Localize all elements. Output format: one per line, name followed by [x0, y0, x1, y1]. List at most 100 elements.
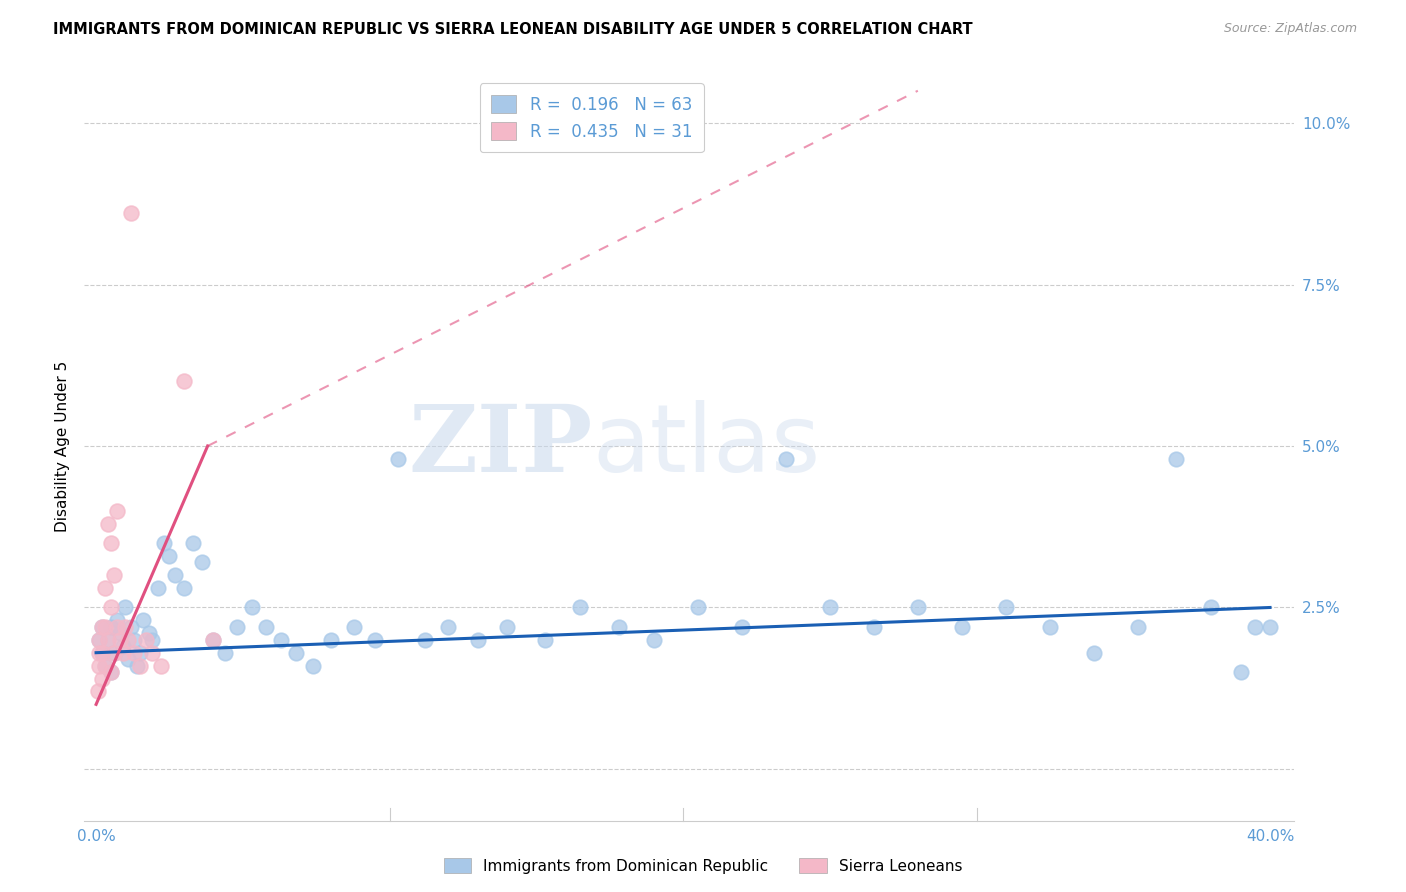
Point — [1258, 620, 1281, 634]
Point — [129, 646, 152, 660]
Point — [141, 646, 163, 660]
Point — [105, 620, 128, 634]
Text: atlas: atlas — [592, 400, 821, 492]
Legend: R =  0.196   N = 63, R =  0.435   N = 31: R = 0.196 N = 63, R = 0.435 N = 31 — [479, 84, 704, 153]
Point — [91, 672, 114, 686]
Point — [108, 626, 131, 640]
Point — [387, 451, 409, 466]
Point — [364, 632, 387, 647]
Point — [127, 658, 149, 673]
Point — [152, 536, 174, 550]
Point — [413, 632, 436, 647]
Point — [132, 614, 155, 628]
Point — [91, 620, 114, 634]
Point — [87, 632, 110, 647]
Point — [114, 600, 136, 615]
Point — [97, 632, 120, 647]
Point — [103, 646, 125, 660]
Point — [120, 620, 142, 634]
Point — [91, 620, 114, 634]
Point — [103, 646, 125, 660]
Point — [302, 658, 325, 673]
Point — [100, 620, 122, 634]
Point — [1126, 620, 1149, 634]
Point — [135, 632, 157, 647]
Point — [1201, 600, 1223, 615]
Y-axis label: Disability Age Under 5: Disability Age Under 5 — [55, 360, 70, 532]
Point — [226, 620, 249, 634]
Point — [1229, 665, 1251, 679]
Point — [94, 620, 117, 634]
Point — [165, 568, 187, 582]
Point — [129, 658, 152, 673]
Point — [100, 536, 122, 550]
Point — [607, 620, 630, 634]
Point — [105, 503, 128, 517]
Point — [86, 684, 108, 698]
Point — [643, 632, 665, 647]
Point — [114, 620, 136, 634]
Point — [343, 620, 366, 634]
Point — [87, 646, 110, 660]
Point — [240, 600, 263, 615]
Point — [105, 614, 128, 628]
Point — [181, 536, 204, 550]
Point — [731, 620, 754, 634]
Point — [138, 626, 160, 640]
Point — [284, 646, 307, 660]
Point — [190, 555, 212, 569]
Point — [122, 632, 145, 647]
Point — [467, 632, 489, 647]
Point — [91, 646, 114, 660]
Point — [994, 600, 1017, 615]
Point — [100, 600, 122, 615]
Point — [159, 549, 181, 563]
Legend: Immigrants from Dominican Republic, Sierra Leoneans: Immigrants from Dominican Republic, Sier… — [437, 852, 969, 880]
Point — [94, 658, 117, 673]
Point — [775, 451, 797, 466]
Point — [111, 639, 134, 653]
Point — [569, 600, 592, 615]
Point — [122, 646, 145, 660]
Point — [202, 632, 225, 647]
Point — [437, 620, 460, 634]
Point — [100, 665, 122, 679]
Point — [100, 665, 122, 679]
Point — [87, 658, 110, 673]
Point — [173, 581, 195, 595]
Point — [120, 206, 142, 220]
Point — [534, 632, 557, 647]
Point — [214, 646, 236, 660]
Point — [1083, 646, 1105, 660]
Point — [1039, 620, 1062, 634]
Point — [94, 581, 117, 595]
Point — [173, 375, 195, 389]
Point — [87, 632, 110, 647]
Point — [97, 632, 120, 647]
Point — [146, 581, 169, 595]
Point — [91, 646, 114, 660]
Point — [1166, 451, 1188, 466]
Text: Source: ZipAtlas.com: Source: ZipAtlas.com — [1223, 22, 1357, 36]
Point — [94, 658, 117, 673]
Point — [950, 620, 973, 634]
Point — [907, 600, 929, 615]
Point — [496, 620, 519, 634]
Point — [117, 652, 139, 666]
Text: ZIP: ZIP — [408, 401, 592, 491]
Point — [149, 658, 172, 673]
Point — [270, 632, 292, 647]
Text: IMMIGRANTS FROM DOMINICAN REPUBLIC VS SIERRA LEONEAN DISABILITY AGE UNDER 5 CORR: IMMIGRANTS FROM DOMINICAN REPUBLIC VS SI… — [53, 22, 973, 37]
Point — [686, 600, 709, 615]
Point — [254, 620, 277, 634]
Point — [108, 632, 131, 647]
Point — [202, 632, 225, 647]
Point — [1244, 620, 1267, 634]
Point — [103, 568, 125, 582]
Point — [319, 632, 342, 647]
Point — [111, 646, 134, 660]
Point — [863, 620, 886, 634]
Point — [818, 600, 841, 615]
Point — [141, 632, 163, 647]
Point — [117, 632, 139, 647]
